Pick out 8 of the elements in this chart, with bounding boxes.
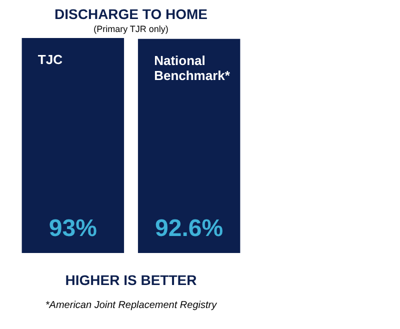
x-tick-label: TJC: [38, 52, 64, 67]
data-label: 93%: [48, 215, 97, 242]
data-label: 92.6%: [155, 215, 224, 242]
text: *American Joint Replacement Registry: [45, 300, 218, 311]
text: HIGHER IS BETTER: [65, 272, 197, 288]
chart-title: DISCHARGE TO HOME: [54, 6, 208, 22]
x-tick-label: National Benchmark*: [154, 52, 231, 83]
chart-subtitle: (Primary TJR only): [94, 24, 168, 34]
